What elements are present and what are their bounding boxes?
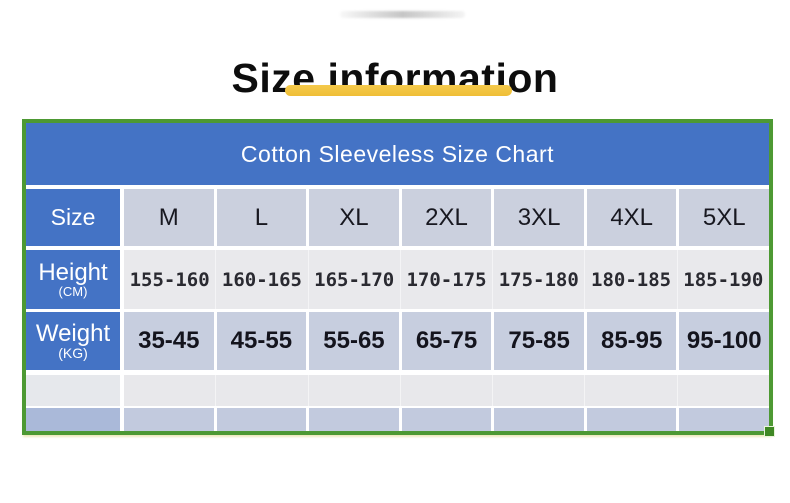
empty-cell bbox=[124, 375, 216, 406]
size-cell: L bbox=[216, 189, 307, 246]
size-row: Size M L XL 2XL 3XL 4XL 5XL bbox=[26, 189, 770, 246]
height-row-header: Height (CM) bbox=[26, 250, 120, 309]
empty-cell bbox=[307, 375, 400, 406]
height-cell: 155-160 bbox=[124, 250, 216, 309]
empty-cell bbox=[399, 375, 493, 406]
empty-cell bbox=[216, 408, 307, 431]
size-cell: 5XL bbox=[679, 189, 770, 246]
weight-cell: 55-65 bbox=[309, 312, 399, 370]
height-cell: 185-190 bbox=[676, 250, 769, 309]
size-cell: 3XL bbox=[494, 189, 584, 246]
size-row-header: Size bbox=[26, 189, 120, 246]
empty-row bbox=[26, 408, 770, 431]
weight-row-header: Weight (KG) bbox=[26, 312, 120, 370]
height-cell: 180-185 bbox=[584, 250, 677, 309]
empty-cell bbox=[124, 408, 214, 431]
weight-cell: 75-85 bbox=[494, 312, 584, 370]
height-cell: 165-170 bbox=[307, 250, 400, 309]
empty-cell bbox=[215, 375, 308, 406]
weight-cell: 35-45 bbox=[124, 312, 214, 370]
empty-cell bbox=[584, 375, 677, 406]
height-label: Height bbox=[38, 259, 108, 287]
weight-label: Weight bbox=[35, 320, 111, 348]
size-cell: 2XL bbox=[401, 189, 492, 246]
title-underline-decoration bbox=[285, 85, 512, 96]
chart-title: Cotton Sleeveless Size Chart bbox=[26, 123, 769, 185]
weight-cell: 95-100 bbox=[679, 312, 770, 370]
empty-cell bbox=[679, 408, 770, 431]
height-cell: 170-175 bbox=[399, 250, 493, 309]
chart-title-row: Cotton Sleeveless Size Chart bbox=[26, 123, 769, 185]
height-cell: 175-180 bbox=[492, 250, 585, 309]
empty-cell bbox=[494, 408, 584, 431]
weight-unit: (KG) bbox=[58, 345, 88, 362]
weight-cell: 45-55 bbox=[216, 312, 307, 370]
empty-cell bbox=[309, 408, 399, 431]
height-unit: (CM) bbox=[58, 284, 88, 300]
size-chart-table: Cotton Sleeveless Size Chart Size M L XL… bbox=[22, 119, 775, 437]
size-cell: XL bbox=[309, 189, 399, 246]
empty-cell bbox=[26, 408, 120, 431]
empty-row bbox=[26, 375, 769, 406]
empty-cell bbox=[676, 375, 769, 406]
weight-cell: 85-95 bbox=[586, 312, 677, 370]
size-cell: 4XL bbox=[586, 189, 677, 246]
size-cell: M bbox=[124, 189, 214, 246]
empty-cell bbox=[492, 375, 585, 406]
empty-cell bbox=[26, 375, 120, 406]
weight-cell: 65-75 bbox=[401, 312, 492, 370]
empty-cell bbox=[401, 408, 492, 431]
empty-cell bbox=[586, 408, 677, 431]
weight-row: Weight (KG) 35-45 45-55 55-65 65-75 75-8… bbox=[26, 312, 770, 370]
height-row: Height (CM) 155-160 160-165 165-170 170-… bbox=[26, 250, 769, 309]
artifact-smudge bbox=[340, 11, 465, 18]
selection-handle bbox=[764, 426, 775, 437]
height-cell: 160-165 bbox=[215, 250, 308, 309]
